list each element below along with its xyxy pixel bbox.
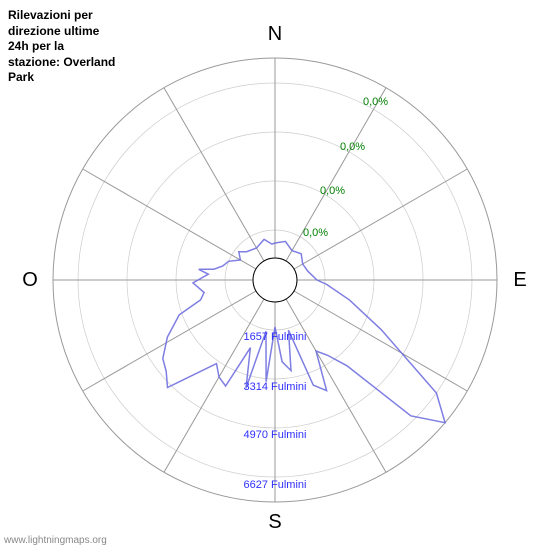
pct-label-1: 0,0%	[320, 185, 345, 197]
compass-N: N	[268, 23, 282, 45]
fulmini-label-1: 3314 Fulmini	[244, 381, 307, 393]
fulmini-label-2: 4970 Fulmini	[244, 429, 307, 441]
fulmini-label-0: 1657 Fulmini	[244, 331, 307, 343]
chart-container: Rilevazioni per direzione ultime 24h per…	[0, 0, 550, 550]
compass-S: S	[268, 511, 281, 533]
compass-O: O	[22, 269, 38, 291]
compass-E: E	[513, 269, 526, 291]
fulmini-label-3: 6627 Fulmini	[244, 479, 307, 491]
pct-label-0: 0,0%	[303, 227, 328, 239]
footer-link: www.lightningmaps.org	[4, 535, 107, 546]
pct-label-3: 0,0%	[363, 96, 388, 108]
pct-label-2: 0,0%	[340, 141, 365, 153]
polar-chart: N S E O 0,0% 0,0% 0,0% 0,0% 1657 Fulmini 3314 Ful…	[0, 0, 550, 550]
center-circle	[253, 258, 297, 302]
